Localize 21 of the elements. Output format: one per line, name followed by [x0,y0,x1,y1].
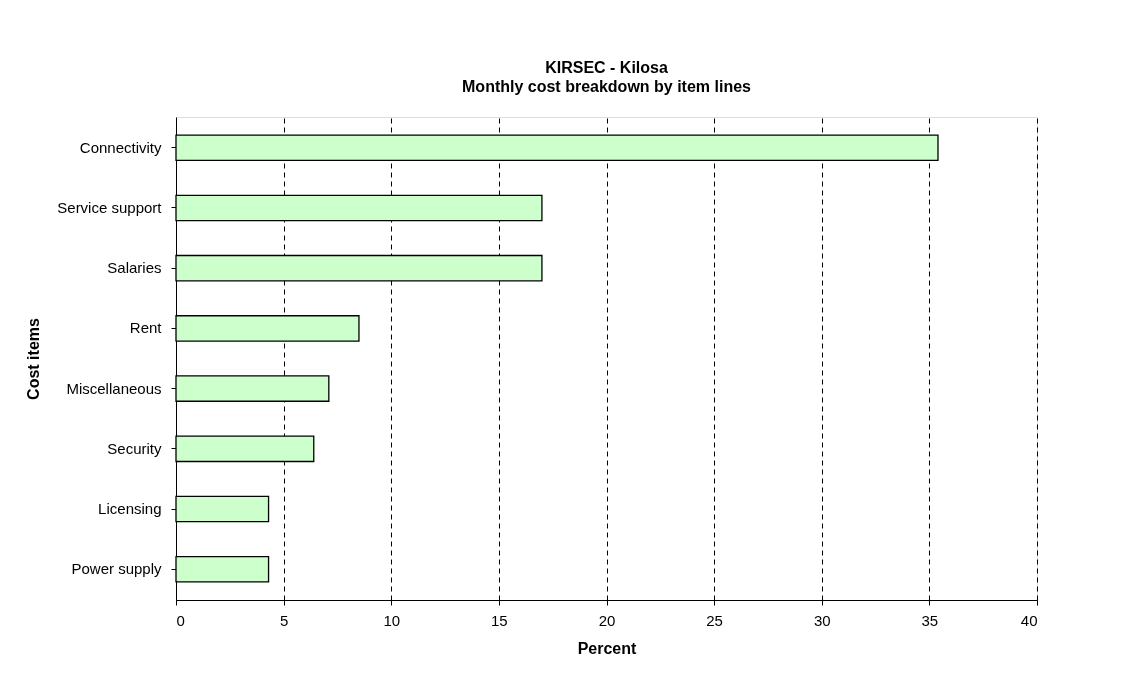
y-tick-label: Security [107,439,162,457]
y-tick-label: Power supply [71,560,162,578]
y-tick-label: Miscellaneous [66,379,162,397]
y-axis-title: Cost items [25,318,43,400]
x-tick-label: 20 [598,611,616,629]
y-tick-label: Service support [57,198,163,216]
chart-subtitle: Monthly cost breakdown by item lines [462,78,752,95]
x-tick-label: 10 [383,611,401,629]
y-tick-label: Licensing [98,500,162,518]
y-tick-label: Connectivity [79,138,162,156]
x-tick-label: 35 [921,611,939,629]
x-axis-title: Percent [577,639,638,657]
y-tick-label: Rent [129,319,163,337]
x-tick-label: 30 [813,611,831,629]
x-tick-label: 5 [279,611,289,629]
chart-title: KIRSEC - Kilosa [545,59,668,76]
x-tick-label: 40 [1020,611,1038,629]
y-tick-label: Salaries [107,259,162,277]
x-tick-label: 15 [491,611,508,629]
x-tick-label: 0 [176,611,185,629]
x-tick-label: 25 [706,611,723,629]
